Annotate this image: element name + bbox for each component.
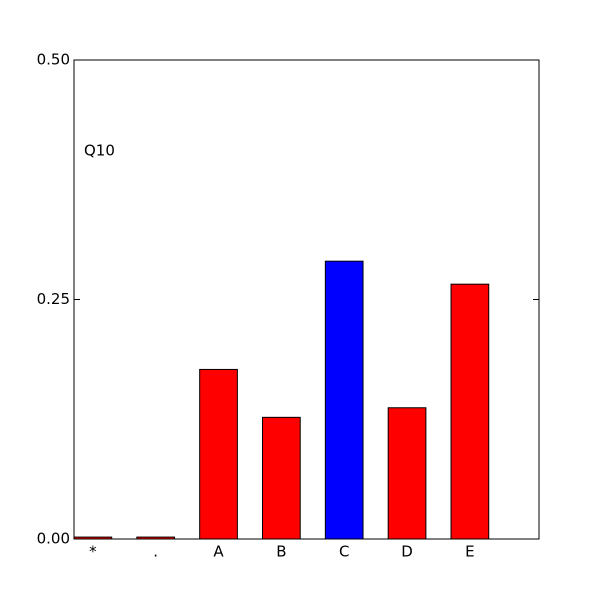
x-tick-label: C [339, 543, 349, 561]
x-tick-label: B [276, 543, 286, 561]
bar [199, 368, 238, 540]
x-tick-label: . [153, 543, 158, 561]
y-tick-label: 0.00 [37, 530, 70, 548]
bar [450, 283, 490, 540]
x-tick-label: D [401, 543, 413, 561]
bar [324, 260, 364, 540]
y-tick-label: 0.50 [37, 51, 70, 69]
y-tick-label: 0.25 [37, 290, 70, 308]
x-tick-label: E [465, 543, 474, 561]
x-tick-label: * [89, 543, 97, 561]
x-tick-label: A [213, 543, 224, 561]
plot-frame [73, 59, 540, 540]
bar [262, 416, 301, 540]
bar [387, 407, 427, 540]
annotation: Q10 [84, 142, 115, 160]
